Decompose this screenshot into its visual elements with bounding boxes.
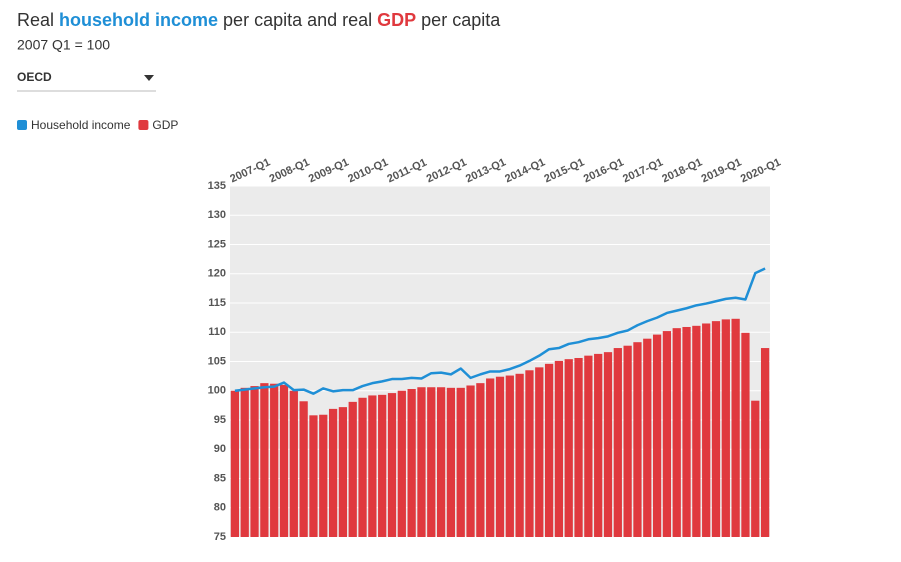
bar — [544, 363, 554, 537]
bar — [456, 387, 465, 537]
bar — [623, 345, 632, 537]
x-tick-label: 2009-Q1 — [307, 156, 351, 185]
y-tick-label: 135 — [208, 180, 226, 192]
title-part: GDP — [377, 10, 416, 30]
y-tick-label: 110 — [208, 326, 226, 338]
x-tick-label: 2016-Q1 — [582, 156, 626, 185]
bar — [672, 328, 681, 537]
title-part: household income — [59, 10, 218, 30]
bar — [515, 373, 524, 537]
x-tick-label: 2017-Q1 — [621, 156, 665, 185]
legend-swatch — [17, 120, 27, 130]
bar — [279, 384, 289, 537]
bar — [397, 390, 406, 537]
x-tick-label: 2019-Q1 — [700, 156, 744, 185]
bar — [594, 353, 603, 537]
bar — [486, 378, 495, 537]
bar — [721, 319, 730, 537]
bar — [338, 407, 348, 537]
bar — [633, 342, 642, 537]
bar — [417, 387, 426, 537]
bar — [603, 352, 613, 537]
legend-swatch — [138, 120, 149, 130]
bar — [250, 386, 259, 537]
y-tick-label: 85 — [214, 472, 226, 484]
bar — [574, 357, 583, 537]
bar — [643, 338, 652, 537]
bar — [309, 415, 318, 537]
y-tick-label: 100 — [208, 385, 226, 397]
region-selector[interactable]: OECD — [17, 70, 156, 92]
bar — [476, 383, 485, 537]
x-tick-label: 2015-Q1 — [543, 156, 587, 185]
bar — [368, 395, 377, 537]
bar — [584, 355, 593, 537]
bar — [741, 332, 750, 537]
chart-subtitle: 2007 Q1 = 100 — [17, 37, 110, 53]
y-tick-label: 105 — [208, 355, 226, 367]
y-tick-label: 75 — [214, 531, 226, 543]
selector-label[interactable]: OECD — [17, 70, 52, 84]
dropdown-arrow[interactable] — [144, 75, 154, 81]
legend-label: GDP — [152, 118, 178, 132]
y-tick-label: 130 — [208, 209, 226, 221]
bar — [760, 348, 770, 537]
bar — [230, 390, 240, 537]
y-tick-label: 90 — [214, 443, 226, 455]
bar — [240, 387, 249, 537]
y-tick-label: 95 — [214, 414, 226, 426]
y-tick-label: 80 — [214, 502, 226, 514]
bar — [260, 383, 269, 537]
chart-title: Real household income per capita and rea… — [17, 10, 501, 30]
legend-label: Household income — [31, 118, 131, 132]
x-tick-label: 2013-Q1 — [464, 156, 508, 185]
bar — [348, 401, 357, 537]
bar — [554, 360, 564, 537]
x-tick-label: 2014-Q1 — [503, 156, 547, 185]
bar — [652, 334, 662, 537]
bar — [564, 359, 573, 537]
bar — [662, 331, 672, 537]
x-tick-label: 2020-Q1 — [739, 156, 783, 185]
bar — [613, 348, 622, 537]
bar — [289, 390, 298, 537]
bar — [427, 387, 436, 537]
bar — [505, 375, 514, 537]
x-tick-label: 2008-Q1 — [268, 156, 312, 185]
bar — [711, 321, 721, 537]
bar — [466, 385, 475, 537]
title-part: per capita — [416, 10, 501, 30]
bar — [299, 401, 308, 537]
x-tick-label: 2010-Q1 — [346, 156, 390, 185]
bar — [525, 370, 534, 537]
y-tick-label: 125 — [208, 238, 226, 250]
bar — [682, 326, 691, 537]
title-part: per capita and real — [218, 10, 377, 30]
bar — [692, 325, 701, 537]
bar — [387, 393, 397, 537]
bar — [702, 323, 711, 537]
y-tick-label: 120 — [208, 268, 226, 280]
bar — [358, 397, 367, 537]
bar — [407, 388, 416, 537]
bar — [731, 318, 740, 537]
x-tick-label: 2011-Q1 — [385, 157, 428, 186]
x-tick-label: 2012-Q1 — [425, 156, 469, 185]
bar — [495, 376, 505, 537]
line — [234, 267, 766, 395]
bar — [319, 414, 328, 537]
bar — [378, 394, 387, 537]
x-tick-label: 2018-Q1 — [660, 156, 704, 185]
bar — [436, 387, 446, 537]
y-tick-label: 115 — [208, 297, 226, 309]
bar — [446, 387, 456, 537]
title-part: Real — [17, 10, 59, 30]
bar — [270, 383, 279, 537]
x-tick-label: 2007-Q1 — [228, 156, 272, 185]
bar — [751, 400, 760, 537]
bar — [535, 367, 544, 537]
bar — [328, 408, 338, 537]
